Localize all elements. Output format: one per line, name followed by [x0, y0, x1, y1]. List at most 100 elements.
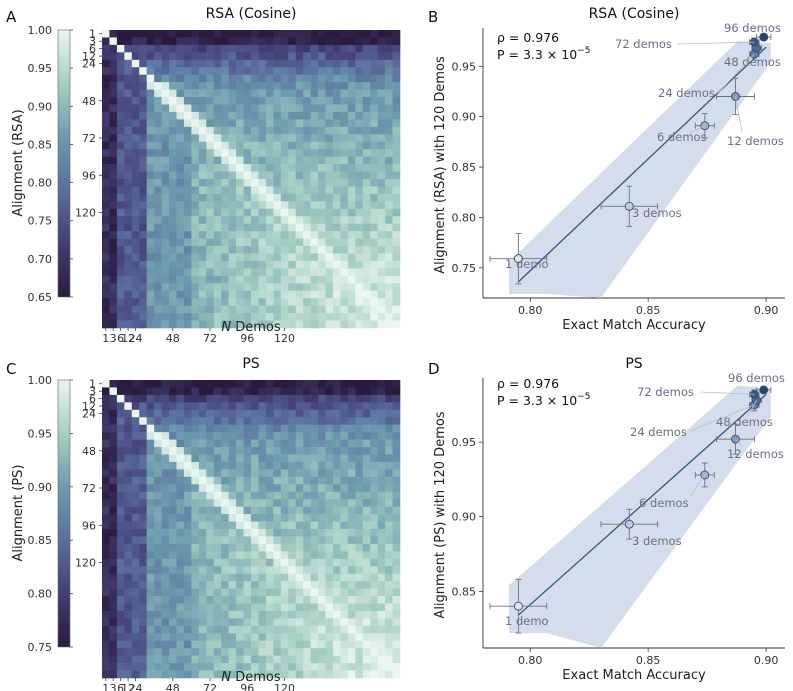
heatmap-cell	[131, 409, 140, 418]
heatmap-cell	[303, 52, 311, 61]
heatmap-cell	[198, 610, 207, 619]
heatmap-cell	[154, 82, 162, 90]
heatmap-cell	[251, 573, 259, 582]
heatmap-cell	[116, 111, 125, 120]
heatmap-cell	[340, 223, 349, 232]
heatmap-cell	[221, 201, 229, 210]
heatmap-cell	[370, 37, 378, 46]
heatmap-cell	[109, 171, 118, 180]
heatmap-cell	[139, 171, 147, 180]
heatmap-cell	[102, 320, 110, 329]
heatmap-cell	[116, 514, 125, 522]
heatmap-cell	[370, 618, 378, 627]
heatmap-cell	[228, 439, 237, 448]
heatmap-cell	[146, 134, 155, 143]
heatmap-cell	[206, 201, 215, 210]
heatmap-cell	[176, 141, 185, 150]
heatmap-cell	[258, 581, 267, 589]
heatmap-cell	[295, 461, 304, 470]
heatmap-cell	[265, 387, 274, 396]
heatmap-cell	[265, 461, 274, 470]
heatmap-cell	[347, 171, 356, 180]
heatmap-cell	[347, 82, 356, 90]
heatmap-cell	[243, 223, 252, 232]
heatmap-cell	[183, 134, 192, 143]
heatmap-cell	[273, 305, 282, 314]
heatmap-cell	[370, 484, 378, 493]
heatmap-cell	[355, 648, 364, 656]
heatmap-cell	[288, 581, 296, 589]
panel-c: C PS 1.000.950.900.850.800.75 Alignment …	[6, 356, 401, 691]
heatmap-cell	[161, 74, 170, 83]
heatmap-cell	[109, 82, 118, 90]
heatmap-cell	[318, 253, 326, 262]
heatmap-cell	[161, 663, 170, 671]
heatmap-cell	[109, 469, 118, 478]
heatmap-cell	[169, 394, 177, 403]
heatmap-cell	[176, 260, 185, 269]
heatmap-cell	[340, 558, 349, 567]
heatmap-cell	[109, 573, 118, 582]
heatmap-cell	[183, 514, 192, 522]
heatmap-cell	[146, 543, 155, 552]
heatmap-cell	[370, 290, 378, 299]
heatmap-cell	[295, 111, 304, 120]
heatmap-cell	[169, 670, 177, 679]
heatmap-cell	[183, 268, 192, 277]
heatmap-cell	[392, 149, 401, 157]
y-tick-label: 48	[82, 445, 96, 458]
heatmap-cell	[265, 603, 274, 612]
heatmap-cell	[355, 59, 364, 68]
heatmap-cell	[340, 290, 349, 299]
heatmap-cell	[288, 499, 296, 507]
heatmap-cell	[176, 484, 185, 493]
heatmap-cell	[295, 253, 304, 262]
heatmap-cell	[347, 201, 356, 210]
annotation-leader	[699, 391, 755, 395]
heatmap-cell	[206, 476, 215, 485]
heatmap-cell	[102, 313, 110, 321]
heatmap-cell	[191, 625, 200, 634]
heatmap-cell	[340, 305, 349, 314]
heatmap-cell	[124, 640, 133, 649]
heatmap-cell	[116, 126, 125, 135]
heatmap-cell	[362, 59, 371, 68]
heatmap-cell	[370, 491, 378, 500]
heatmap-cell	[102, 603, 110, 612]
heatmap-cell	[109, 208, 118, 217]
heatmap-cell	[265, 610, 274, 619]
heatmap-cell	[198, 648, 207, 656]
heatmap-cell	[243, 268, 252, 277]
heatmap-cell	[198, 558, 207, 567]
heatmap-cell	[228, 97, 237, 105]
heatmap-cell	[303, 596, 311, 604]
heatmap-cell	[303, 238, 311, 247]
heatmap-cell	[251, 417, 259, 425]
heatmap-cell	[198, 30, 207, 38]
heatmap-cell	[258, 171, 267, 180]
heatmap-cell	[362, 603, 371, 612]
heatmap-cell	[139, 618, 147, 627]
heatmap-cell	[347, 596, 356, 604]
heatmap-cell	[102, 387, 110, 396]
heatmap-cell	[392, 246, 401, 254]
heatmap-cell	[169, 447, 177, 455]
heatmap-cell	[340, 439, 349, 448]
heatmap-cell	[183, 52, 192, 61]
heatmap-cell	[146, 670, 155, 679]
heatmap-cell	[265, 663, 274, 671]
heatmap-cell	[236, 298, 244, 306]
heatmap-cell	[206, 469, 215, 478]
heatmap-cell	[169, 476, 177, 485]
heatmap-cell	[206, 506, 215, 515]
heatmap-cell	[124, 89, 133, 98]
heatmap-cell	[347, 238, 356, 247]
heatmap-cell	[258, 82, 267, 90]
heatmap-cell	[251, 447, 259, 455]
heatmap-cell	[206, 439, 215, 448]
heatmap-cell	[310, 417, 319, 425]
heatmap-cell	[109, 275, 118, 284]
heatmap-cell	[243, 409, 252, 418]
heatmap-cell	[377, 588, 386, 597]
heatmap-cell	[295, 543, 304, 552]
